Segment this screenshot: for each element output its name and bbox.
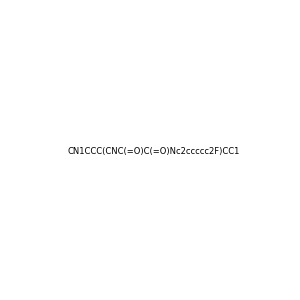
Text: CN1CCC(CNC(=O)C(=O)Nc2ccccc2F)CC1: CN1CCC(CNC(=O)C(=O)Nc2ccccc2F)CC1 xyxy=(68,147,240,156)
